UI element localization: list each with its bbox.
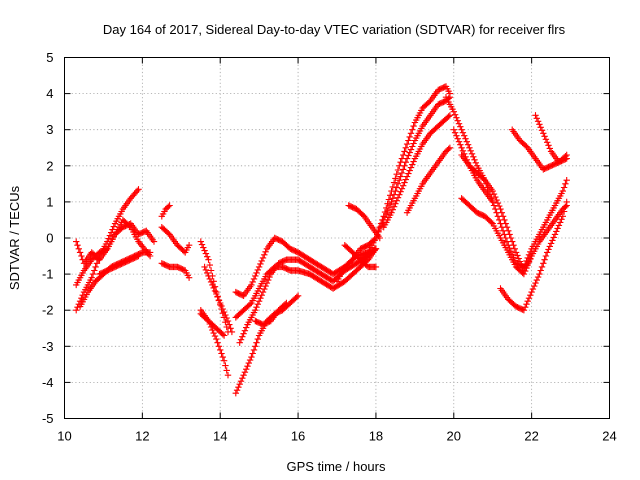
data-series-s10 [201, 263, 236, 336]
series-markers [158, 260, 193, 281]
data-series-s7 [158, 224, 193, 256]
series-markers [380, 112, 454, 231]
series-markers [458, 195, 535, 278]
plot-area [73, 83, 570, 397]
data-series-s22 [380, 112, 454, 231]
y-tick-label: 3 [46, 122, 53, 137]
series-markers [158, 202, 173, 220]
grid-lines [64, 57, 610, 419]
y-axis-label: SDTVAR / TECUs [7, 185, 22, 290]
series-markers [96, 252, 142, 278]
series-markers [73, 216, 154, 267]
data-series-s21 [357, 94, 454, 263]
y-tick-label: 1 [46, 194, 53, 209]
series-markers [252, 299, 290, 328]
data-series-s5 [96, 252, 142, 278]
series-markers [450, 126, 496, 206]
x-tick-label: 22 [524, 429, 538, 444]
data-series-s28 [450, 126, 496, 206]
data-series-s3 [73, 216, 154, 267]
series-markers [497, 198, 570, 314]
x-tick-label: 16 [291, 429, 305, 444]
y-tick-label: 5 [46, 50, 53, 65]
data-series-s30 [532, 112, 570, 166]
data-series-s17 [252, 299, 290, 328]
x-tick-label: 10 [57, 429, 71, 444]
series-markers [232, 292, 302, 397]
data-series-s27 [497, 198, 570, 314]
series-markers [403, 144, 454, 216]
axis-ticks [64, 57, 610, 419]
series-markers [201, 263, 236, 336]
series-markers [232, 245, 380, 321]
data-series-s8 [158, 260, 193, 281]
y-tick-label: -4 [42, 375, 54, 390]
data-series-s12 [197, 310, 228, 339]
chart-title: Day 164 of 2017, Sidereal Day-to-day VTE… [103, 22, 566, 37]
y-tick-labels: 5 4 3 2 1 0 -1 -2 -3 -4 -5 [42, 50, 54, 426]
y-tick-label: -1 [42, 267, 54, 282]
plot-frame [64, 57, 610, 419]
x-tick-label: 24 [602, 429, 616, 444]
data-series-s26 [458, 195, 535, 278]
data-series-s6 [158, 202, 173, 220]
x-axis-label: GPS time / hours [287, 459, 386, 474]
y-tick-label: -5 [42, 411, 54, 426]
series-markers [158, 224, 193, 256]
y-tick-label: 2 [46, 158, 53, 173]
x-tick-labels: 10 12 14 16 18 20 22 24 [57, 429, 616, 444]
y-tick-label: -3 [42, 339, 54, 354]
y-tick-label: -2 [42, 303, 54, 318]
y-tick-label: 0 [46, 231, 53, 246]
data-series-s16 [232, 292, 302, 397]
x-tick-label: 18 [369, 429, 383, 444]
series-markers [357, 94, 454, 263]
data-series-s15 [232, 245, 380, 321]
x-tick-label: 20 [447, 429, 461, 444]
series-markers [532, 112, 570, 166]
series-markers [197, 310, 228, 339]
x-tick-label: 12 [135, 429, 149, 444]
y-tick-label: 4 [46, 86, 53, 101]
x-tick-label: 14 [213, 429, 227, 444]
data-series-s23 [403, 144, 454, 216]
